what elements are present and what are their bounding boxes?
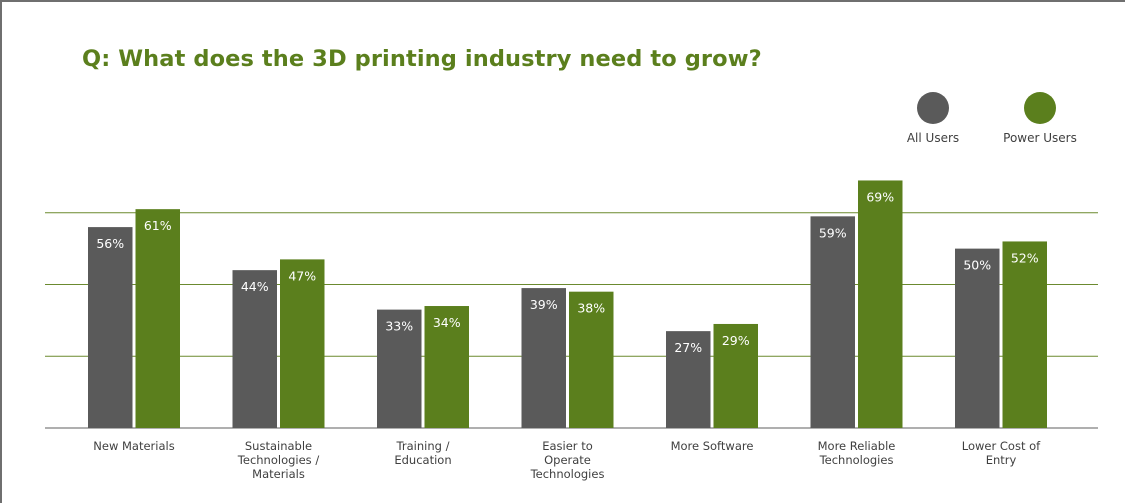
- bar-all-users-5: [810, 216, 855, 428]
- bar-value-label: 50%: [963, 258, 991, 273]
- bar-value-label: 44%: [241, 279, 269, 294]
- bar-all-users-2: [377, 309, 422, 428]
- bar-value-label: 52%: [1011, 250, 1039, 265]
- bar-value-label: 69%: [866, 189, 894, 204]
- bar-power-users-4: [713, 323, 758, 428]
- bar-all-users-3: [521, 288, 566, 428]
- category-label: New Materials: [93, 439, 174, 453]
- legend-label-power-users: Power Users: [1003, 131, 1077, 145]
- category-label: Training / Education: [394, 439, 451, 467]
- legend-swatch-power-users: [1024, 92, 1056, 124]
- legend-label-all-users: All Users: [906, 131, 960, 145]
- bar-power-users-2: [424, 306, 469, 428]
- category-label: Easier to Operate Technologies: [530, 439, 605, 481]
- legend-item-all-users: All Users: [873, 92, 993, 145]
- chart-title: Q: What does the 3D printing industry ne…: [82, 46, 762, 72]
- bar-value-label: 39%: [530, 297, 558, 312]
- bar-value-label: 59%: [819, 225, 847, 240]
- legend-item-power-users: Power Users: [980, 92, 1100, 145]
- category-label: More Reliable Technologies: [818, 439, 896, 467]
- bar-power-users-0: [135, 209, 180, 428]
- bar-value-label: 61%: [144, 218, 172, 233]
- bar-power-users-1: [280, 259, 325, 428]
- legend-swatch-all-users: [917, 92, 949, 124]
- bar-power-users-3: [569, 291, 614, 428]
- bar-power-users-6: [1002, 241, 1047, 428]
- bar-all-users-6: [955, 248, 1000, 428]
- bar-all-users-4: [666, 331, 711, 428]
- category-label: Sustainable Technologies / Materials: [237, 439, 320, 481]
- bar-value-label: 29%: [722, 333, 750, 348]
- bar-value-label: 27%: [674, 340, 702, 355]
- bar-value-label: 38%: [577, 301, 605, 316]
- bar-all-users-1: [232, 270, 277, 428]
- bar-power-users-5: [858, 180, 903, 428]
- bar-all-users-0: [88, 227, 133, 428]
- bar-value-label: 33%: [385, 319, 413, 334]
- bar-value-label: 47%: [288, 268, 316, 283]
- bar-value-label: 34%: [433, 315, 461, 330]
- bar-value-label: 56%: [96, 236, 124, 251]
- category-label: More Software: [671, 439, 754, 453]
- category-label: Lower Cost of Entry: [962, 439, 1041, 467]
